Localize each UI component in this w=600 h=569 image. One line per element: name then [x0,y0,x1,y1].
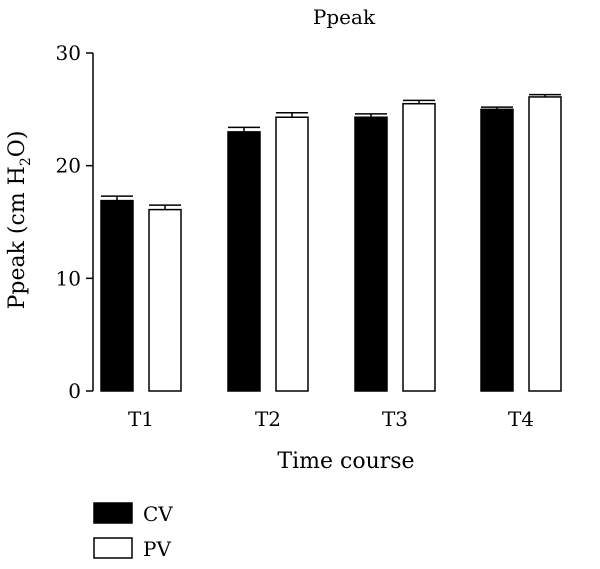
y-tick-label-10: 10 [56,266,81,290]
bar-cv-t1 [100,199,134,392]
x-axis-label: Time course [277,449,414,474]
legend-swatch-cv [93,502,133,524]
bar-cv-t2 [227,131,261,392]
plot-area: 0 10 20 30 T1 T2 T3 T4 [56,41,562,431]
legend: CV PV [93,502,173,561]
x-tick-label-t3: T3 [382,407,408,431]
legend-swatch-pv [93,537,133,559]
y-axis-label-main: Ppeak (cm H [5,166,30,309]
legend-label-pv: PV [143,537,171,561]
bar-pv-t2 [275,116,309,392]
chart-title: Ppeak [313,5,376,29]
bar-cv-t3 [354,116,388,392]
x-tick-label-t4: T4 [508,407,534,431]
bar-pv-t4 [528,96,562,392]
y-axis-label-tail: O) [5,131,30,158]
bar-cv-t4 [480,108,514,392]
y-axis-label: Ppeak (cm H2O) [5,131,34,310]
y-axis-label-sub: 2 [18,157,34,166]
bar-pv-t1 [148,208,182,392]
y-tick-label-30: 30 [56,41,81,65]
y-tick-label-0: 0 [68,379,81,403]
y-tick-label-20: 20 [56,154,81,178]
x-tick-label-t2: T2 [255,407,281,431]
x-tick-label-t1: T1 [128,407,154,431]
bar-pv-t3 [402,102,436,392]
legend-label-cv: CV [143,502,173,526]
